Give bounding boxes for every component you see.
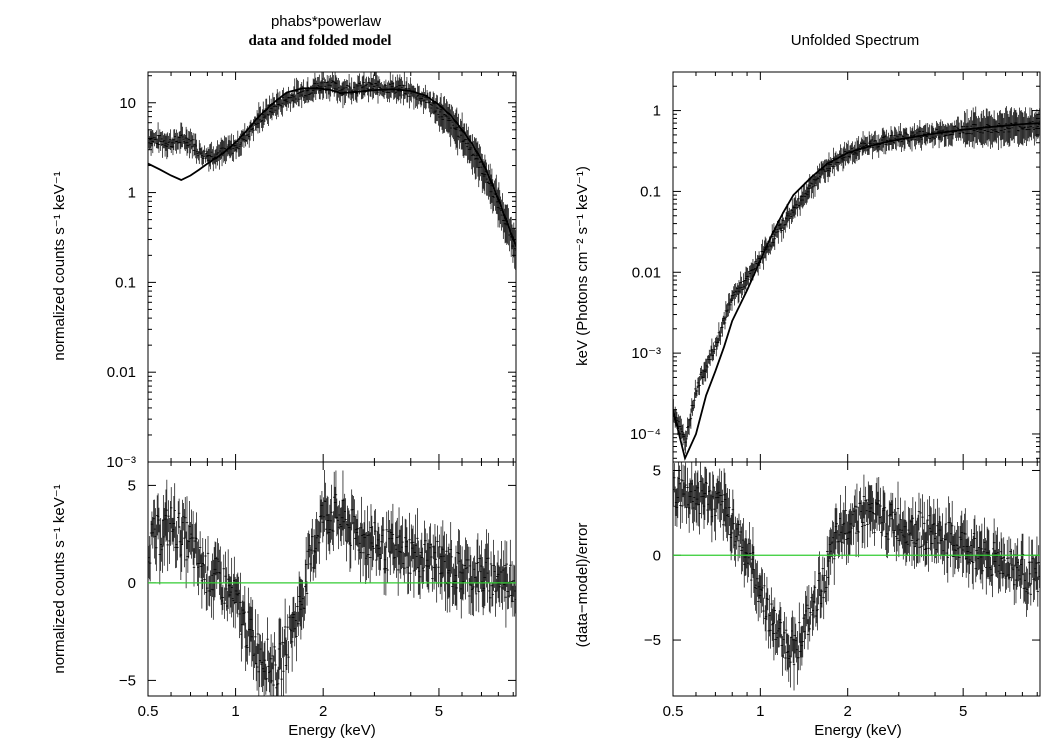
x-tick-label: 5 (435, 703, 443, 720)
y-tick-label: 0.01 (107, 364, 136, 381)
right-top-panel: 1 0.1 0.01 10⁻³ 10⁻⁴ (630, 71, 1041, 463)
plot-area (673, 106, 1040, 462)
y-tick-label: 5 (128, 477, 136, 494)
y-tick-label: 0 (128, 575, 136, 592)
y-tick-label: 10⁻⁴ (630, 426, 661, 443)
x-tick-label: 5 (959, 703, 967, 720)
y-tick-label: 10 (119, 95, 136, 112)
left-bottom-panel: 0.5 1 2 5 5 0 −5 (119, 461, 517, 720)
y-tick-label: 1 (128, 185, 136, 202)
x-tick-label: 2 (844, 703, 852, 720)
y-tick-label: −5 (644, 632, 661, 649)
x-tick-label: 0.5 (663, 703, 684, 720)
plot-area (148, 72, 516, 270)
y-tick-label: 0.1 (640, 183, 661, 200)
x-tick-label: 0.5 (138, 703, 159, 720)
left-bottom-ylabel: normalized counts s⁻¹ keV⁻¹ (51, 484, 68, 673)
plot-area (673, 462, 1040, 691)
y-tick-label: 0.01 (632, 264, 661, 281)
right-bottom-ylabel: (data−model)/error (574, 523, 591, 648)
y-tick-label: 5 (653, 462, 661, 479)
model-line (673, 122, 1040, 462)
right-title: Unfolded Spectrum (791, 32, 919, 49)
right-bottom-panel: 0.5 1 2 5 5 0 −5 (644, 461, 1041, 720)
left-xlabel: Energy (keV) (288, 722, 376, 739)
plot-frame (672, 461, 1041, 697)
y-tick-label: 10⁻³ (106, 454, 136, 471)
right-xlabel: Energy (keV) (814, 722, 902, 739)
left-subtitle: data and folded model (249, 33, 392, 49)
left-top-ylabel: normalized counts s⁻¹ keV⁻¹ (51, 171, 68, 360)
y-tick-label: 0.1 (115, 274, 136, 291)
y-tick-label: −5 (119, 672, 136, 689)
y-tick-label: 1 (653, 103, 661, 120)
x-tick-label: 2 (319, 703, 327, 720)
plot-area (148, 470, 516, 696)
left-title: phabs*powerlaw (271, 13, 381, 30)
plot-frame (147, 461, 517, 697)
x-tick-label: 1 (231, 703, 239, 720)
left-top-panel: 10 1 0.1 0.01 10⁻³ (106, 71, 517, 471)
right-top-ylabel: keV (Photons cm⁻² s⁻¹ keV⁻¹) (574, 166, 591, 366)
model-line (148, 87, 516, 247)
x-tick-label: 1 (756, 703, 764, 720)
y-tick-label: 0 (653, 547, 661, 564)
y-tick-label: 10⁻³ (631, 345, 661, 362)
